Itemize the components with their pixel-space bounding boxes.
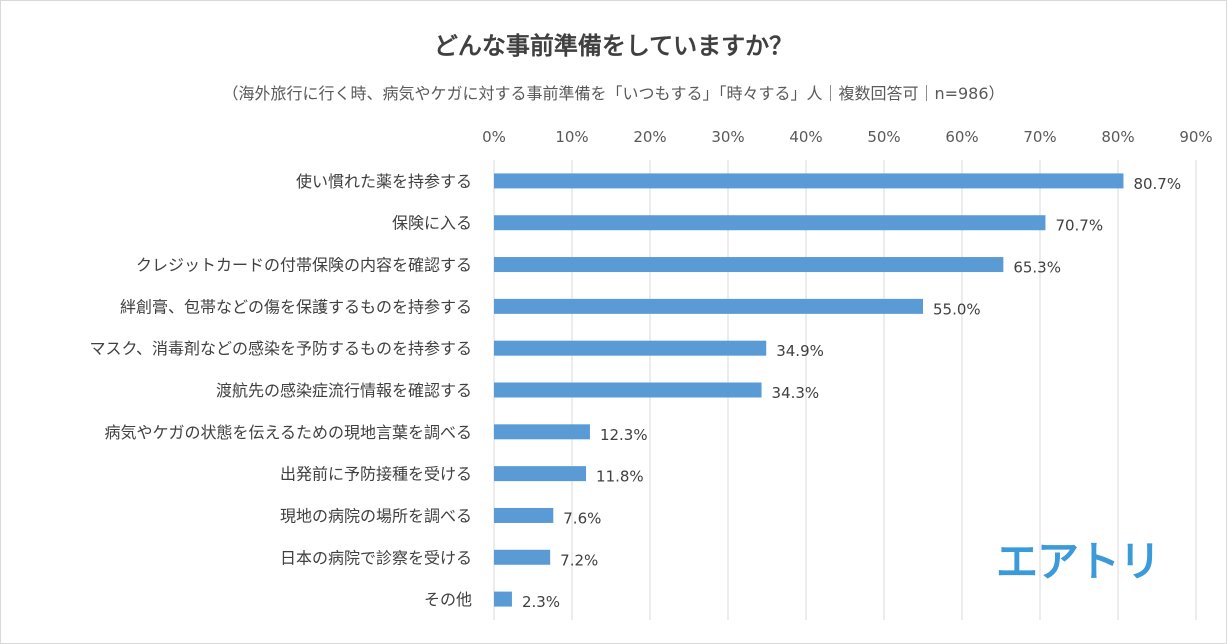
data-label: 34.9% [776,342,824,360]
bar [494,549,551,565]
category-label: 病気やケガの状態を伝えるための現地言葉を調べる [104,423,472,442]
data-label: 2.3% [522,593,560,611]
category-label: 絆創膏、包帯などの傷を保護するものを持参する [120,297,472,316]
x-tick-label: 30% [711,128,744,146]
category-label: 日本の病院で診察を受ける [280,548,472,567]
bar [494,340,767,356]
bar [494,298,923,314]
data-label: 34.3% [772,384,820,402]
x-tick-label: 40% [789,128,822,146]
data-label: 80.7% [1133,175,1181,193]
data-label: 11.8% [596,468,644,486]
bar [494,507,554,523]
bar [494,257,1004,273]
airtrip-logo: エアトリ [996,537,1161,586]
category-label: クレジットカードの付帯保険の内容を確認する [136,256,472,275]
bar [494,215,1046,231]
category-label: マスク、消毒剤などの感染を予防するものを持参する [89,339,472,358]
bar [494,591,512,607]
bar [494,173,1124,189]
data-label: 70.7% [1055,217,1103,235]
x-tick-label: 20% [633,128,666,146]
chart-title: どんな事前準備をしていますか？ [433,32,794,60]
category-label: 使い慣れた薬を持参する [296,172,472,191]
data-label: 7.2% [560,551,598,569]
data-label: 7.6% [563,509,601,527]
x-tick-label: 90% [1179,128,1212,146]
data-label: 12.3% [600,426,648,444]
category-label: 渡航先の感染症流行情報を確認する [216,381,472,400]
x-tick-label: 60% [945,128,978,146]
x-tick-label: 10% [555,128,588,146]
bar [494,424,590,440]
category-label: 現地の病院の場所を調べる [280,506,472,525]
data-label: 55.0% [933,300,981,318]
chart-subtitle: （海外旅行に行く時、病気やケガに対する事前準備を「いつもする」「時々する」人｜複… [222,84,1005,103]
data-label: 65.3% [1013,259,1061,277]
bar [494,382,762,398]
category-label: その他 [424,590,472,609]
bar [494,466,587,482]
x-tick-label: 50% [867,128,900,146]
x-tick-label: 80% [1101,128,1134,146]
x-tick-label: 70% [1023,128,1056,146]
category-label: 出発前に予防接種を受ける [280,465,472,484]
category-label: 保険に入る [392,214,472,233]
x-tick-label: 0% [482,128,506,146]
